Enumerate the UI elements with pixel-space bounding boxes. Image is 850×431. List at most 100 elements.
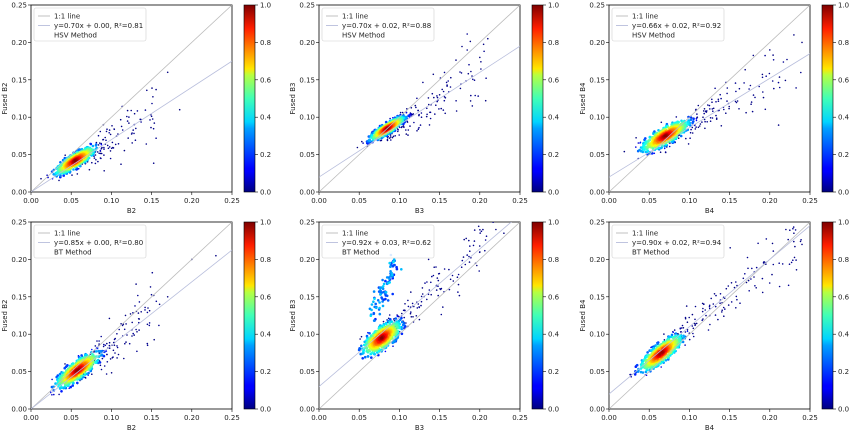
data-point <box>708 304 711 307</box>
data-point <box>735 295 738 298</box>
data-point <box>407 114 410 117</box>
x-tick-label: 0.00 <box>311 414 327 422</box>
data-point <box>148 309 151 312</box>
legend-entry: 1:1 line <box>342 13 368 21</box>
data-point <box>436 96 439 99</box>
data-point <box>664 134 667 137</box>
data-point <box>712 107 715 110</box>
data-point <box>765 75 767 77</box>
data-point <box>126 334 128 336</box>
data-point <box>420 304 422 307</box>
x-tick-label: 0.25 <box>224 197 240 205</box>
data-point <box>40 177 42 180</box>
data-point <box>459 87 462 90</box>
data-point <box>441 88 444 91</box>
data-point <box>400 332 404 336</box>
y-tick-label: 0.00 <box>299 189 315 197</box>
data-point <box>633 373 637 376</box>
data-point <box>71 381 75 385</box>
data-point <box>73 159 77 162</box>
data-point <box>466 49 469 51</box>
data-point <box>673 329 676 331</box>
data-point <box>97 144 100 146</box>
data-point <box>762 262 765 264</box>
data-point <box>735 90 737 93</box>
legend-entry: HSV Method <box>54 32 97 40</box>
x-tick-label: 0.25 <box>224 414 240 422</box>
data-point <box>429 111 432 114</box>
data-point <box>444 112 447 115</box>
data-point <box>108 341 111 344</box>
data-point <box>407 299 409 302</box>
data-point <box>68 387 70 390</box>
data-point <box>104 344 107 347</box>
x-tick-label: 0.10 <box>104 197 120 205</box>
data-point <box>433 266 436 269</box>
data-point <box>679 134 683 138</box>
data-point <box>461 259 464 262</box>
data-point <box>443 99 446 102</box>
data-point <box>694 318 696 321</box>
data-point <box>58 372 62 376</box>
y-axis-label: Fused B3 <box>289 300 297 332</box>
data-point <box>701 121 703 123</box>
data-point <box>101 146 103 149</box>
data-point <box>670 333 674 337</box>
legend-entry: BT Method <box>54 249 92 257</box>
data-point <box>421 287 424 289</box>
data-point <box>712 110 714 112</box>
data-point <box>755 287 757 289</box>
data-point <box>791 213 793 215</box>
data-point <box>685 305 688 307</box>
data-point <box>721 309 723 312</box>
data-point <box>359 338 361 340</box>
data-point <box>709 117 712 119</box>
data-point <box>398 126 401 129</box>
data-point <box>695 126 697 128</box>
data-point <box>761 73 764 76</box>
x-tick-label: 0.25 <box>512 414 528 422</box>
data-point <box>118 328 120 331</box>
data-point <box>643 148 646 151</box>
data-point <box>420 112 423 114</box>
data-point <box>412 316 414 318</box>
data-point <box>752 94 755 96</box>
x-tick-label: 0.05 <box>641 197 657 205</box>
data-point <box>727 285 730 287</box>
colorbar-tick-label: 0.2 <box>260 368 271 376</box>
x-tick-label: 0.20 <box>472 414 488 422</box>
data-point <box>94 154 97 156</box>
data-point <box>433 96 435 99</box>
data-point <box>144 306 146 309</box>
data-point <box>761 76 764 79</box>
data-point <box>449 86 452 88</box>
data-point <box>76 381 79 385</box>
data-point <box>648 138 652 142</box>
data-point <box>108 132 110 134</box>
data-point <box>426 113 428 116</box>
data-point <box>430 281 432 284</box>
data-point <box>711 101 713 103</box>
regression-line <box>319 222 512 387</box>
data-point <box>63 385 66 389</box>
data-point <box>703 118 706 121</box>
data-point <box>94 360 97 364</box>
data-point <box>645 141 648 144</box>
data-point <box>736 298 738 301</box>
data-point <box>728 107 730 110</box>
data-point <box>151 271 154 274</box>
colorbar-tick-label: 0.8 <box>260 256 271 264</box>
data-point <box>414 104 417 107</box>
data-point <box>485 235 488 237</box>
data-point <box>788 263 791 266</box>
data-point <box>729 247 731 249</box>
data-point <box>725 287 728 290</box>
data-point <box>469 40 472 43</box>
data-point <box>429 117 432 120</box>
data-point <box>455 100 457 102</box>
data-point <box>112 349 115 352</box>
data-point <box>418 126 420 129</box>
data-point <box>138 301 141 303</box>
data-point <box>643 138 646 142</box>
